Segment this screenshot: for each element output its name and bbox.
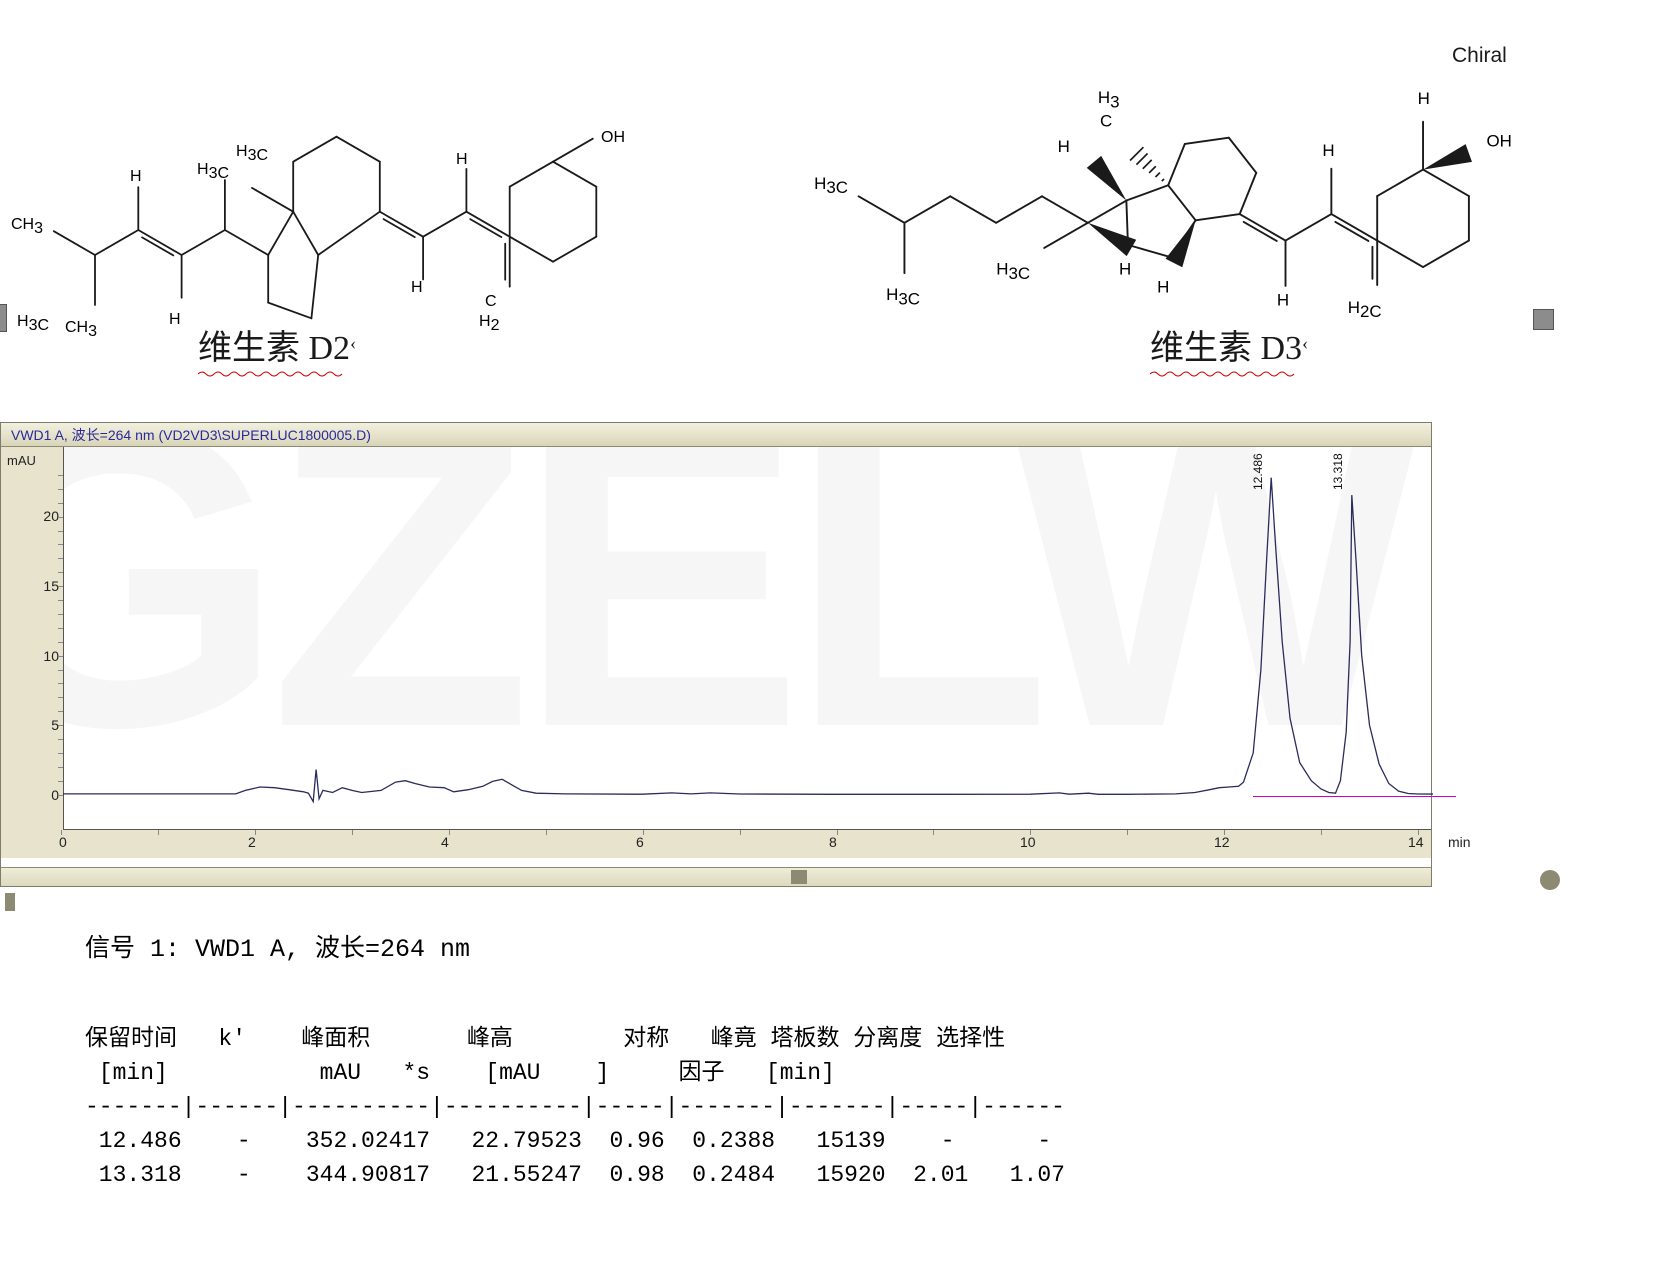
svg-text:H: H xyxy=(411,279,423,296)
svg-text:H: H xyxy=(456,151,468,168)
svg-text:H2: H2 xyxy=(479,313,500,334)
svg-text:CH3: CH3 xyxy=(11,216,43,237)
svg-text:H3C: H3C xyxy=(197,161,229,182)
svg-text:H3C: H3C xyxy=(17,313,49,334)
svg-text:H3: H3 xyxy=(1098,88,1120,111)
svg-text:H: H xyxy=(1277,290,1289,309)
svg-text:H: H xyxy=(1119,260,1131,279)
svg-text:C: C xyxy=(485,293,497,310)
svg-text:H: H xyxy=(1322,141,1334,160)
svg-text:H: H xyxy=(169,311,181,328)
svg-text:CH3: CH3 xyxy=(65,319,97,340)
svg-text:H: H xyxy=(1418,89,1430,108)
svg-text:H2C: H2C xyxy=(1348,298,1382,321)
svg-text:H3C: H3C xyxy=(814,174,848,197)
svg-text:H: H xyxy=(1058,137,1070,156)
svg-text:OH: OH xyxy=(1486,132,1511,151)
svg-text:H3C: H3C xyxy=(886,285,920,308)
svg-text:H3C: H3C xyxy=(996,260,1030,283)
svg-text:H: H xyxy=(130,168,142,185)
svg-text:H3C: H3C xyxy=(236,143,268,164)
svg-text:C: C xyxy=(1100,111,1112,130)
svg-text:H: H xyxy=(1157,278,1169,297)
svg-text:OH: OH xyxy=(601,129,625,146)
